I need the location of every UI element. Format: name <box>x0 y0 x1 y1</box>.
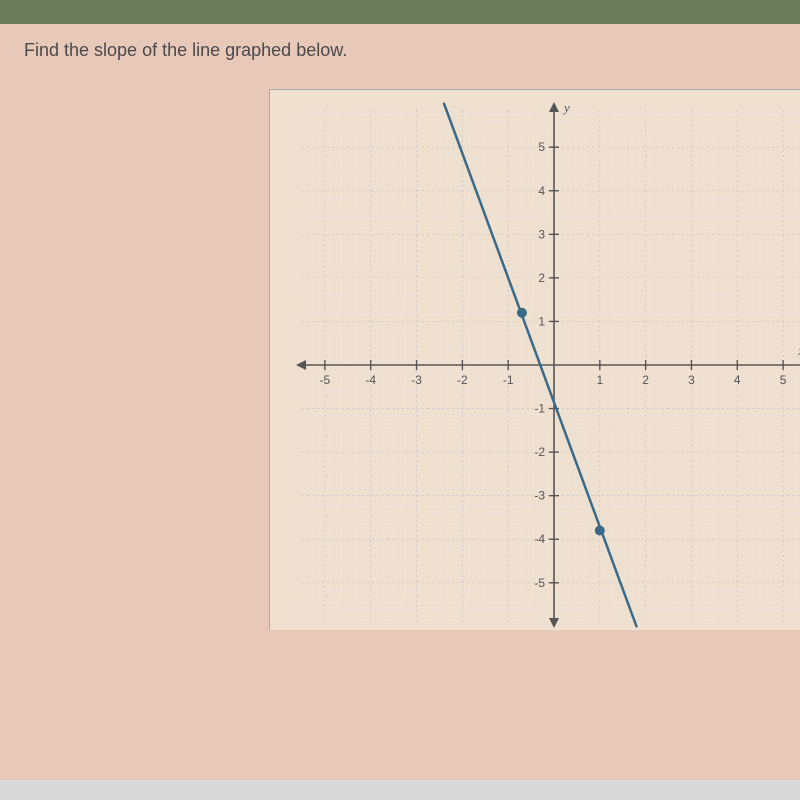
svg-text:-5: -5 <box>320 373 331 387</box>
svg-text:y: y <box>562 100 570 115</box>
svg-text:3: 3 <box>538 227 545 241</box>
svg-text:5: 5 <box>780 373 787 387</box>
svg-text:-1: -1 <box>534 402 545 416</box>
svg-text:-5: -5 <box>534 576 545 590</box>
svg-text:-1: -1 <box>503 373 514 387</box>
slope-line-chart: -5-4-3-2-112345-5-4-3-2-112345yx <box>270 90 800 630</box>
svg-text:1: 1 <box>538 314 545 328</box>
svg-text:1: 1 <box>596 373 603 387</box>
bottom-toolbar <box>0 780 800 800</box>
svg-text:-4: -4 <box>534 532 545 546</box>
svg-text:4: 4 <box>734 373 741 387</box>
svg-text:-4: -4 <box>365 373 376 387</box>
svg-text:3: 3 <box>688 373 695 387</box>
svg-text:2: 2 <box>642 373 649 387</box>
svg-text:5: 5 <box>538 140 545 154</box>
svg-text:-3: -3 <box>534 489 545 503</box>
svg-text:-2: -2 <box>534 445 545 459</box>
svg-text:-3: -3 <box>411 373 422 387</box>
question-text: Find the slope of the line graphed below… <box>24 40 800 61</box>
svg-text:2: 2 <box>538 271 545 285</box>
graph-container: -5-4-3-2-112345-5-4-3-2-112345yx <box>269 89 800 630</box>
svg-text:4: 4 <box>538 184 545 198</box>
page-content: Find the slope of the line graphed below… <box>0 0 800 630</box>
svg-text:-2: -2 <box>457 373 468 387</box>
